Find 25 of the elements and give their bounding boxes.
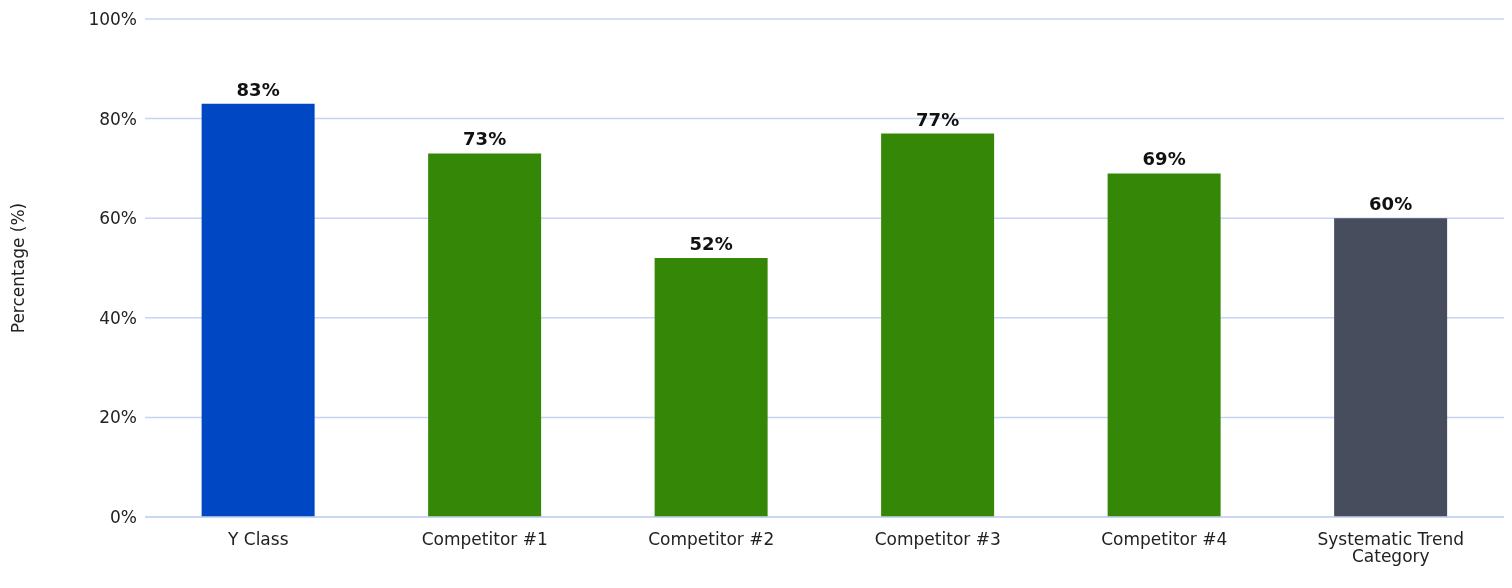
data-label: 73% (463, 128, 507, 150)
y-tick-label: 40% (99, 307, 137, 328)
y-tick-label: 20% (99, 407, 137, 428)
y-axis-title: Percentage (%) (8, 202, 29, 334)
y-tick-label: 80% (99, 108, 137, 129)
x-tick-label: Competitor #2 (648, 529, 775, 550)
data-label: 69% (1142, 148, 1186, 170)
data-label: 60% (1369, 193, 1413, 215)
data-label: 83% (236, 78, 280, 100)
bar (201, 103, 315, 517)
data-label: 77% (916, 108, 960, 130)
y-tick-label: 0% (110, 507, 137, 528)
bar (1107, 173, 1221, 517)
y-tick-label: 100% (88, 9, 137, 30)
bar (1334, 218, 1448, 517)
bar (428, 153, 542, 517)
bar (881, 133, 995, 517)
y-tick-label: 60% (99, 208, 137, 229)
x-tick-label: Competitor #3 (874, 529, 1001, 550)
x-tick-label: Competitor #4 (1101, 529, 1228, 550)
bar (654, 258, 768, 517)
x-tick-label: Competitor #1 (421, 529, 548, 550)
x-tick-label: Y Class (226, 529, 289, 550)
data-label: 52% (689, 233, 733, 255)
x-tick-label: Systematic Trend Category (1317, 529, 1464, 567)
